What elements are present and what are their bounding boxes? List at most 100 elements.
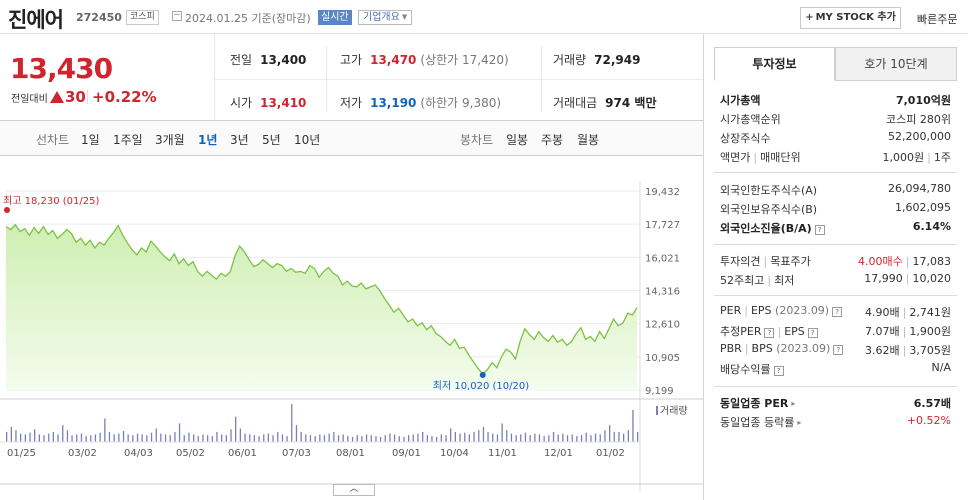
- volume-bar: [337, 435, 340, 442]
- tab-10year[interactable]: 10년: [294, 133, 321, 147]
- info-tabs: 투자정보 호가 10단계: [714, 47, 957, 81]
- invest-info-panel: 투자정보 호가 10단계 시가총액 7,010억원 시가총액순위 코스피 280위 …: [703, 34, 968, 500]
- volume-bar: [230, 429, 232, 442]
- x-tick-label: 04/03: [124, 448, 153, 459]
- x-tick-label: 08/01: [336, 448, 365, 459]
- help-icon[interactable]: ?: [832, 307, 843, 317]
- volume-bar: [534, 433, 536, 442]
- current-price: 13,430: [10, 52, 113, 85]
- low-marker: [479, 372, 486, 378]
- x-tick-label: 07/03: [282, 448, 311, 459]
- calendar-icon: [172, 11, 182, 21]
- volume-bar: [590, 435, 592, 442]
- volume-bar: [356, 435, 358, 442]
- volume-bar: [66, 430, 69, 442]
- volume-bar: [342, 434, 344, 442]
- volume-bar: [10, 426, 12, 442]
- volume-bar: [529, 435, 531, 442]
- volume-bar: [422, 431, 424, 442]
- volume-bar: [492, 433, 494, 442]
- volume-bar: [20, 433, 22, 442]
- volume-bar: [38, 434, 40, 442]
- volume-bar: [108, 431, 111, 442]
- volume-bar: [183, 435, 185, 442]
- sector-per-row[interactable]: 동일업종 PER ▸ 6.57배: [720, 397, 951, 410]
- volume-bar: [29, 432, 31, 442]
- volume-bar: [403, 436, 405, 442]
- y-tick-label: 9,199: [645, 386, 674, 397]
- volume-bar: [193, 434, 195, 442]
- volume-bar: [281, 434, 284, 442]
- chevron-right-icon: ▸: [797, 418, 802, 427]
- help-icon[interactable]: ?: [764, 328, 775, 338]
- tab-3year[interactable]: 3년: [230, 133, 249, 147]
- volume-bar: [305, 434, 307, 442]
- tab-weekly-candle[interactable]: 주봉: [541, 133, 564, 147]
- chevron-right-icon: ▸: [791, 399, 796, 408]
- volume-bar: [249, 434, 251, 442]
- tab-daily-candle[interactable]: 일봉: [506, 133, 529, 147]
- quick-order-link[interactable]: 빠른주문: [917, 13, 958, 26]
- tab-3month[interactable]: 3개월: [155, 133, 185, 147]
- volume-bar: [319, 434, 321, 442]
- line-chart-label: 선차트: [36, 133, 70, 147]
- chart-period-tabs: 선차트 1일 1주일 3개월 1년 3년 5년 10년 봉차트 일봉 주봉 월봉: [0, 121, 703, 156]
- collapse-chart-button[interactable]: ︿: [333, 484, 375, 496]
- volume-bar: [122, 431, 125, 442]
- volume-bar: [566, 435, 569, 442]
- tab-5year[interactable]: 5년: [262, 133, 281, 147]
- tab-1year[interactable]: 1년: [198, 133, 218, 147]
- volume-bar: [506, 430, 508, 442]
- volume-bar: [538, 434, 541, 442]
- volume-bar: [239, 428, 241, 442]
- tab-monthly-candle[interactable]: 월봉: [577, 133, 600, 147]
- volume-bar: [286, 436, 288, 442]
- tab-1day[interactable]: 1일: [81, 133, 100, 147]
- volume-bar: [487, 431, 489, 442]
- volume-bar: [258, 436, 260, 442]
- volume-bar: [604, 430, 606, 442]
- volume-bar: [361, 436, 363, 442]
- sector-rate-row[interactable]: 동일업종 등락률 ▸ +0.52%: [720, 414, 951, 429]
- company-info-dropdown[interactable]: 기업개요 ▼: [358, 10, 413, 25]
- foreign-limit-row: 외국인한도주식수(A) 26,094,780: [720, 182, 951, 197]
- volume-bar: [15, 430, 17, 442]
- volume-bar: [520, 434, 522, 442]
- opinion-row: 투자의견 | 목표주가 4.00매수 | 17,083: [720, 255, 951, 268]
- volume-bar: [314, 436, 316, 442]
- price-line: [5, 223, 638, 375]
- volume-bar: [351, 436, 354, 442]
- volume-bar: [585, 432, 587, 442]
- volume-bar: [253, 435, 255, 442]
- open-price: 시가 13,410: [230, 96, 307, 110]
- help-icon[interactable]: ?: [814, 225, 825, 235]
- foreign-rate-row: 외국인소진율(B/A)? 6.14%: [720, 220, 951, 235]
- tab-orderbook[interactable]: 호가 10단계: [835, 47, 957, 81]
- volume: 거래량 72,949: [553, 53, 641, 67]
- volume-bar: [543, 436, 545, 442]
- volume-bar: [365, 434, 368, 442]
- realtime-badge[interactable]: 실시간: [318, 10, 352, 25]
- volume-bar: [164, 434, 167, 442]
- tab-1week[interactable]: 1주일: [113, 133, 143, 147]
- volume-bar: [136, 433, 139, 442]
- chevron-up-icon: ︿: [349, 484, 359, 494]
- add-mystock-button[interactable]: + MY STOCK 추가: [800, 7, 901, 29]
- per-eps-row: PER | EPS (2023.09)? 4.90배 | 2,741원: [720, 304, 951, 319]
- volume-bar: [623, 433, 625, 442]
- volume-bar: [300, 431, 302, 442]
- prev-close: 전일 13,400: [230, 53, 307, 67]
- help-icon[interactable]: ?: [833, 345, 844, 355]
- tab-invest-info[interactable]: 투자정보: [714, 47, 835, 81]
- volume-bar: [188, 432, 190, 442]
- help-icon[interactable]: ?: [773, 366, 784, 376]
- help-icon[interactable]: ?: [807, 328, 818, 338]
- volume-bar: [178, 423, 181, 442]
- day-high: 고가 13,470 (상한가 17,420): [340, 53, 509, 67]
- volume-bar: [370, 435, 372, 442]
- volume-bar: [80, 433, 83, 442]
- volume-bar: [328, 433, 330, 442]
- price-chart[interactable]: 19,432 17,727 16,021 14,316 12,610 10,905 9,19…: [0, 156, 703, 500]
- price-change: 30: [50, 88, 86, 106]
- volume-bar: [599, 434, 601, 442]
